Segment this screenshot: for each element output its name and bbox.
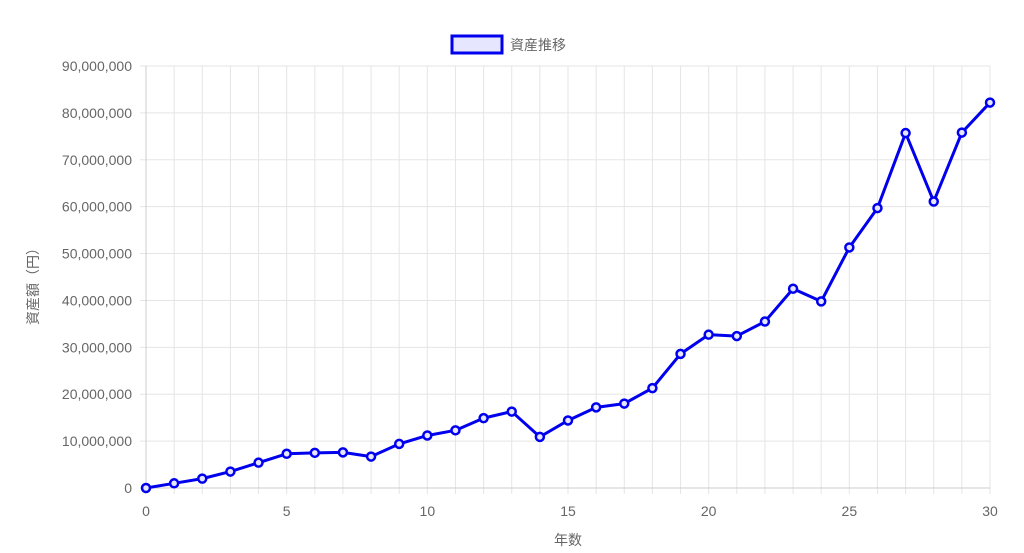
x-axis-title: 年数 <box>554 533 582 549</box>
y-tick-label: 30,000,000 <box>62 339 132 355</box>
x-tick-label: 25 <box>842 503 858 519</box>
axis-layer: 0 10,000,000 20,000,000 30,000,000 40,000,00… <box>62 58 998 519</box>
data-point[interactable] <box>787 283 799 294</box>
data-point[interactable] <box>534 431 546 443</box>
data-point[interactable] <box>759 316 771 327</box>
data-point[interactable] <box>281 448 292 460</box>
x-tick-label: 20 <box>701 503 717 519</box>
data-point[interactable] <box>140 482 152 494</box>
data-point[interactable] <box>872 202 883 214</box>
x-tick-label: 5 <box>283 503 291 519</box>
data-point[interactable] <box>197 473 208 484</box>
series-layer <box>140 97 996 494</box>
data-point[interactable] <box>956 127 968 138</box>
data-point[interactable] <box>506 406 517 417</box>
data-point[interactable] <box>393 438 405 450</box>
data-point[interactable] <box>450 425 461 436</box>
x-tick-label: 15 <box>560 503 576 519</box>
legend-label: 資産推移 <box>510 38 566 54</box>
data-point[interactable] <box>253 457 264 468</box>
y-tick-label: 90,000,000 <box>62 58 132 74</box>
grid-layer <box>140 65 991 494</box>
data-point[interactable] <box>731 330 743 342</box>
y-tick-label: 60,000,000 <box>62 199 132 215</box>
data-point[interactable] <box>619 398 630 409</box>
x-tick-label: 10 <box>420 503 436 519</box>
legend-swatch <box>450 34 504 55</box>
data-point[interactable] <box>422 430 433 441</box>
data-point[interactable] <box>844 242 855 253</box>
data-point[interactable] <box>225 466 236 477</box>
y-tick-label: 20,000,000 <box>62 386 132 402</box>
y-tick-label: 0 <box>124 480 132 496</box>
x-tick-label: 0 <box>142 503 150 519</box>
data-point[interactable] <box>900 127 911 139</box>
data-point[interactable] <box>647 382 658 394</box>
y-tick-label: 10,000,000 <box>62 433 132 449</box>
data-point[interactable] <box>703 329 714 340</box>
data-point[interactable] <box>309 447 321 459</box>
y-tick-label: 80,000,000 <box>62 105 132 121</box>
data-point[interactable] <box>815 296 827 307</box>
y-axis-title: 資産額（円） <box>26 241 42 325</box>
data-point[interactable] <box>590 402 602 413</box>
data-point[interactable] <box>168 478 180 489</box>
data-point[interactable] <box>928 196 939 207</box>
data-point[interactable] <box>984 97 996 108</box>
y-tick-label: 50,000,000 <box>62 246 132 262</box>
data-point[interactable] <box>337 447 349 458</box>
y-tick-label: 40,000,000 <box>62 292 132 308</box>
data-point[interactable] <box>675 348 686 360</box>
data-point[interactable] <box>365 451 377 462</box>
legend[interactable]: 資産推移 <box>450 34 566 55</box>
x-tick-label: 30 <box>982 503 998 519</box>
y-tick-label: 70,000,000 <box>62 152 132 168</box>
data-point[interactable] <box>478 412 489 424</box>
data-point[interactable] <box>562 415 574 426</box>
